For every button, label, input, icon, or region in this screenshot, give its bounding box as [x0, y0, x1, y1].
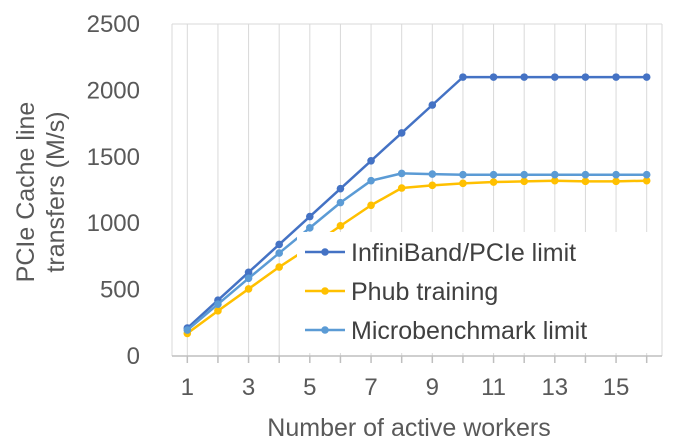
data-point	[489, 170, 498, 179]
legend-swatch-marker	[321, 248, 329, 256]
legend-label: Microbenchmark limit	[351, 317, 587, 345]
y-axis-title-line-2: transfers (M/s)	[42, 111, 70, 272]
series-2	[183, 169, 651, 334]
y-tick-label: 500	[100, 277, 140, 304]
data-point	[428, 101, 437, 109]
chart-axes	[172, 355, 662, 363]
data-point	[214, 307, 222, 315]
chart-legend: InfiniBand/PCIe limit Phub training Microb…	[297, 232, 656, 353]
data-point	[336, 198, 345, 207]
data-point	[520, 170, 528, 179]
legend-label: Phub training	[351, 278, 498, 306]
data-point	[459, 170, 467, 179]
y-tick-label: 1500	[87, 144, 140, 171]
data-point	[520, 73, 528, 81]
series-line	[186, 179, 647, 335]
data-point	[367, 201, 375, 210]
data-point	[397, 169, 406, 178]
y-tick-label: 1000	[87, 210, 140, 237]
data-point	[581, 73, 590, 81]
data-point	[642, 73, 651, 81]
data-point	[214, 300, 222, 309]
data-point	[551, 73, 559, 81]
data-point	[275, 263, 283, 271]
series-1	[183, 176, 651, 338]
data-point	[489, 73, 498, 81]
y-tick-label: 2000	[87, 77, 140, 104]
data-point	[183, 326, 192, 334]
data-point	[336, 222, 345, 230]
data-point	[551, 176, 559, 185]
data-point	[612, 73, 620, 81]
data-point	[275, 249, 283, 257]
data-point	[581, 170, 590, 179]
data-point	[275, 240, 283, 249]
y-axis-title-line-1: PCIe Cache line	[12, 102, 40, 283]
data-point	[306, 212, 314, 221]
chart-series	[183, 73, 651, 338]
x-tick-label: 15	[603, 374, 630, 401]
data-point	[612, 177, 620, 186]
legend-background	[297, 232, 656, 353]
data-point	[459, 179, 467, 188]
x-tick-label: 13	[541, 374, 568, 401]
data-point	[367, 176, 375, 185]
x-tick-label: 5	[303, 374, 316, 401]
x-tick-label: 7	[364, 374, 377, 401]
data-point	[306, 224, 314, 232]
data-point	[244, 268, 253, 277]
data-point	[551, 170, 559, 179]
data-point	[642, 170, 651, 179]
x-tick-label: 9	[426, 374, 439, 401]
y-tick-label: 2500	[87, 11, 140, 38]
x-tick-label: 11	[481, 374, 506, 401]
x-axis-title: Number of active workers	[267, 414, 550, 442]
x-tick-label: 1	[181, 374, 194, 401]
data-point	[336, 184, 345, 193]
legend-swatch-marker	[321, 287, 329, 295]
data-point	[459, 73, 467, 81]
data-point	[428, 181, 437, 190]
y-tick-label: 0	[127, 343, 140, 370]
data-point	[244, 285, 253, 293]
data-point	[520, 177, 528, 186]
data-point	[612, 170, 620, 179]
x-tick-label: 3	[242, 374, 255, 401]
legend-label: InfiniBand/PCIe limit	[351, 239, 576, 267]
data-point	[642, 176, 651, 185]
data-point	[581, 177, 590, 186]
data-point	[397, 129, 406, 137]
data-point	[428, 170, 437, 178]
data-point	[397, 184, 406, 192]
data-point	[489, 178, 498, 186]
series-0	[183, 73, 651, 332]
data-point	[244, 274, 253, 283]
series-line	[186, 172, 647, 332]
data-point	[367, 156, 375, 165]
legend-swatch-marker	[321, 326, 329, 334]
series-line	[186, 75, 647, 330]
chart-titles: PCIe Cache line transfers (M/s) Number o…	[12, 102, 551, 442]
